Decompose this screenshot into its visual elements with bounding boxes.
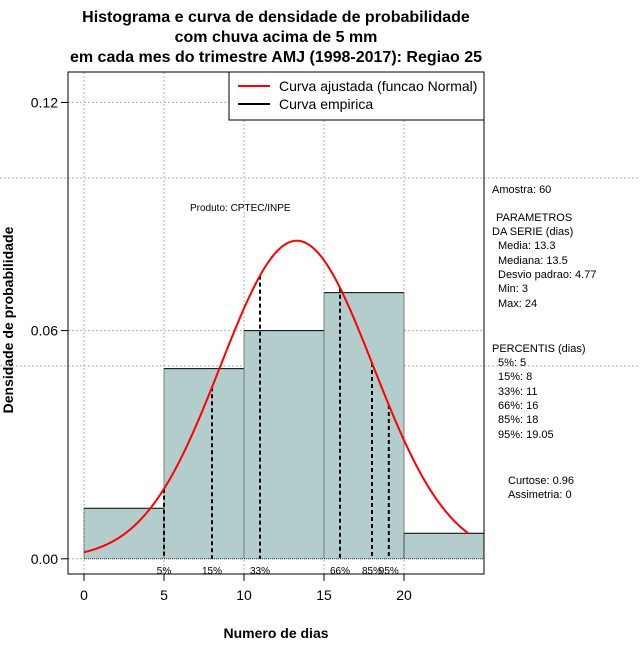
stat-sample: Amostra: 60 <box>492 184 551 196</box>
x-axis-label: Numero de dias <box>223 625 328 641</box>
stat-p33: 33%: 11 <box>498 386 538 398</box>
histogram-bar-1 <box>164 368 244 559</box>
title-line-1: Histograma e curva de densidade de proba… <box>82 9 470 26</box>
title-line-3: em cada mes do trimestre AMJ (1998-2017)… <box>70 49 482 66</box>
stat-desvio: Desvio padrao: 4.77 <box>498 269 596 281</box>
x-tick-label-3: 15 <box>316 587 332 603</box>
histogram-bar-3 <box>324 292 404 559</box>
percentile-label-3: 66% <box>330 566 350 577</box>
stat-p66: 66%: 16 <box>498 400 538 412</box>
percentile-label-5: 95% <box>379 566 399 577</box>
stats-panel: Amostra: 60 PARAMETROS DA SERIE (dias) M… <box>492 184 596 501</box>
stat-percentis-title: PERCENTIS (dias) <box>492 343 586 355</box>
legend-box <box>228 71 485 121</box>
stat-p5: 5%: 5 <box>498 357 526 369</box>
stat-media: Media: 13.3 <box>498 240 555 252</box>
y-tick-label-1: 0.06 <box>31 323 58 339</box>
normal-density-curve <box>83 239 469 554</box>
x-axis-ticks: 0 5 10 15 20 <box>80 574 412 603</box>
stat-params-title-1: PARAMETROS <box>496 212 572 224</box>
histogram-bars <box>83 292 484 560</box>
y-tick-label-0: 0.00 <box>31 551 58 567</box>
stat-params-title-2: DA SERIE (dias) <box>492 226 573 238</box>
percentile-lines <box>163 275 390 559</box>
stat-mediana: Mediana: 13.5 <box>498 255 568 267</box>
stat-assimetria: Assimetria: 0 <box>508 489 572 501</box>
percentile-label-4: 85% <box>362 566 382 577</box>
stat-p95: 95%: 19.05 <box>498 429 554 441</box>
title-line-2: com chuva acima de 5 mm <box>175 29 378 46</box>
percentile-label-1: 15% <box>202 566 222 577</box>
stat-p15: 15%: 8 <box>498 371 532 383</box>
percentile-label-0: 5% <box>157 566 172 577</box>
histogram-bar-2 <box>244 330 324 559</box>
x-tick-label-0: 0 <box>80 587 88 603</box>
stat-max: Max: 24 <box>498 298 537 310</box>
y-tick-label-2: 0.12 <box>31 94 58 110</box>
histogram-bar-4 <box>404 533 484 559</box>
percentile-labels: 5% 15% 33% 66% 85%95% <box>157 566 399 577</box>
percentile-label-2: 33% <box>250 566 270 577</box>
product-label: Produto: CPTEC/INPE <box>190 203 291 214</box>
x-tick-label-2: 10 <box>236 587 252 603</box>
stat-min: Min: 3 <box>498 283 528 295</box>
x-tick-label-4: 20 <box>396 587 412 603</box>
legend-label-normal: Curva ajustada (funcao Normal) <box>279 78 477 94</box>
stat-p85: 85%: 18 <box>498 414 538 426</box>
y-axis-ticks: 0.00 0.06 0.12 <box>31 94 68 567</box>
y-axis-label: Densidade de probabilidade <box>0 226 16 413</box>
stat-curtose: Curtose: 0.96 <box>508 475 574 487</box>
legend-label-empirical: Curva empirica <box>279 96 373 112</box>
x-tick-label-1: 5 <box>160 587 168 603</box>
